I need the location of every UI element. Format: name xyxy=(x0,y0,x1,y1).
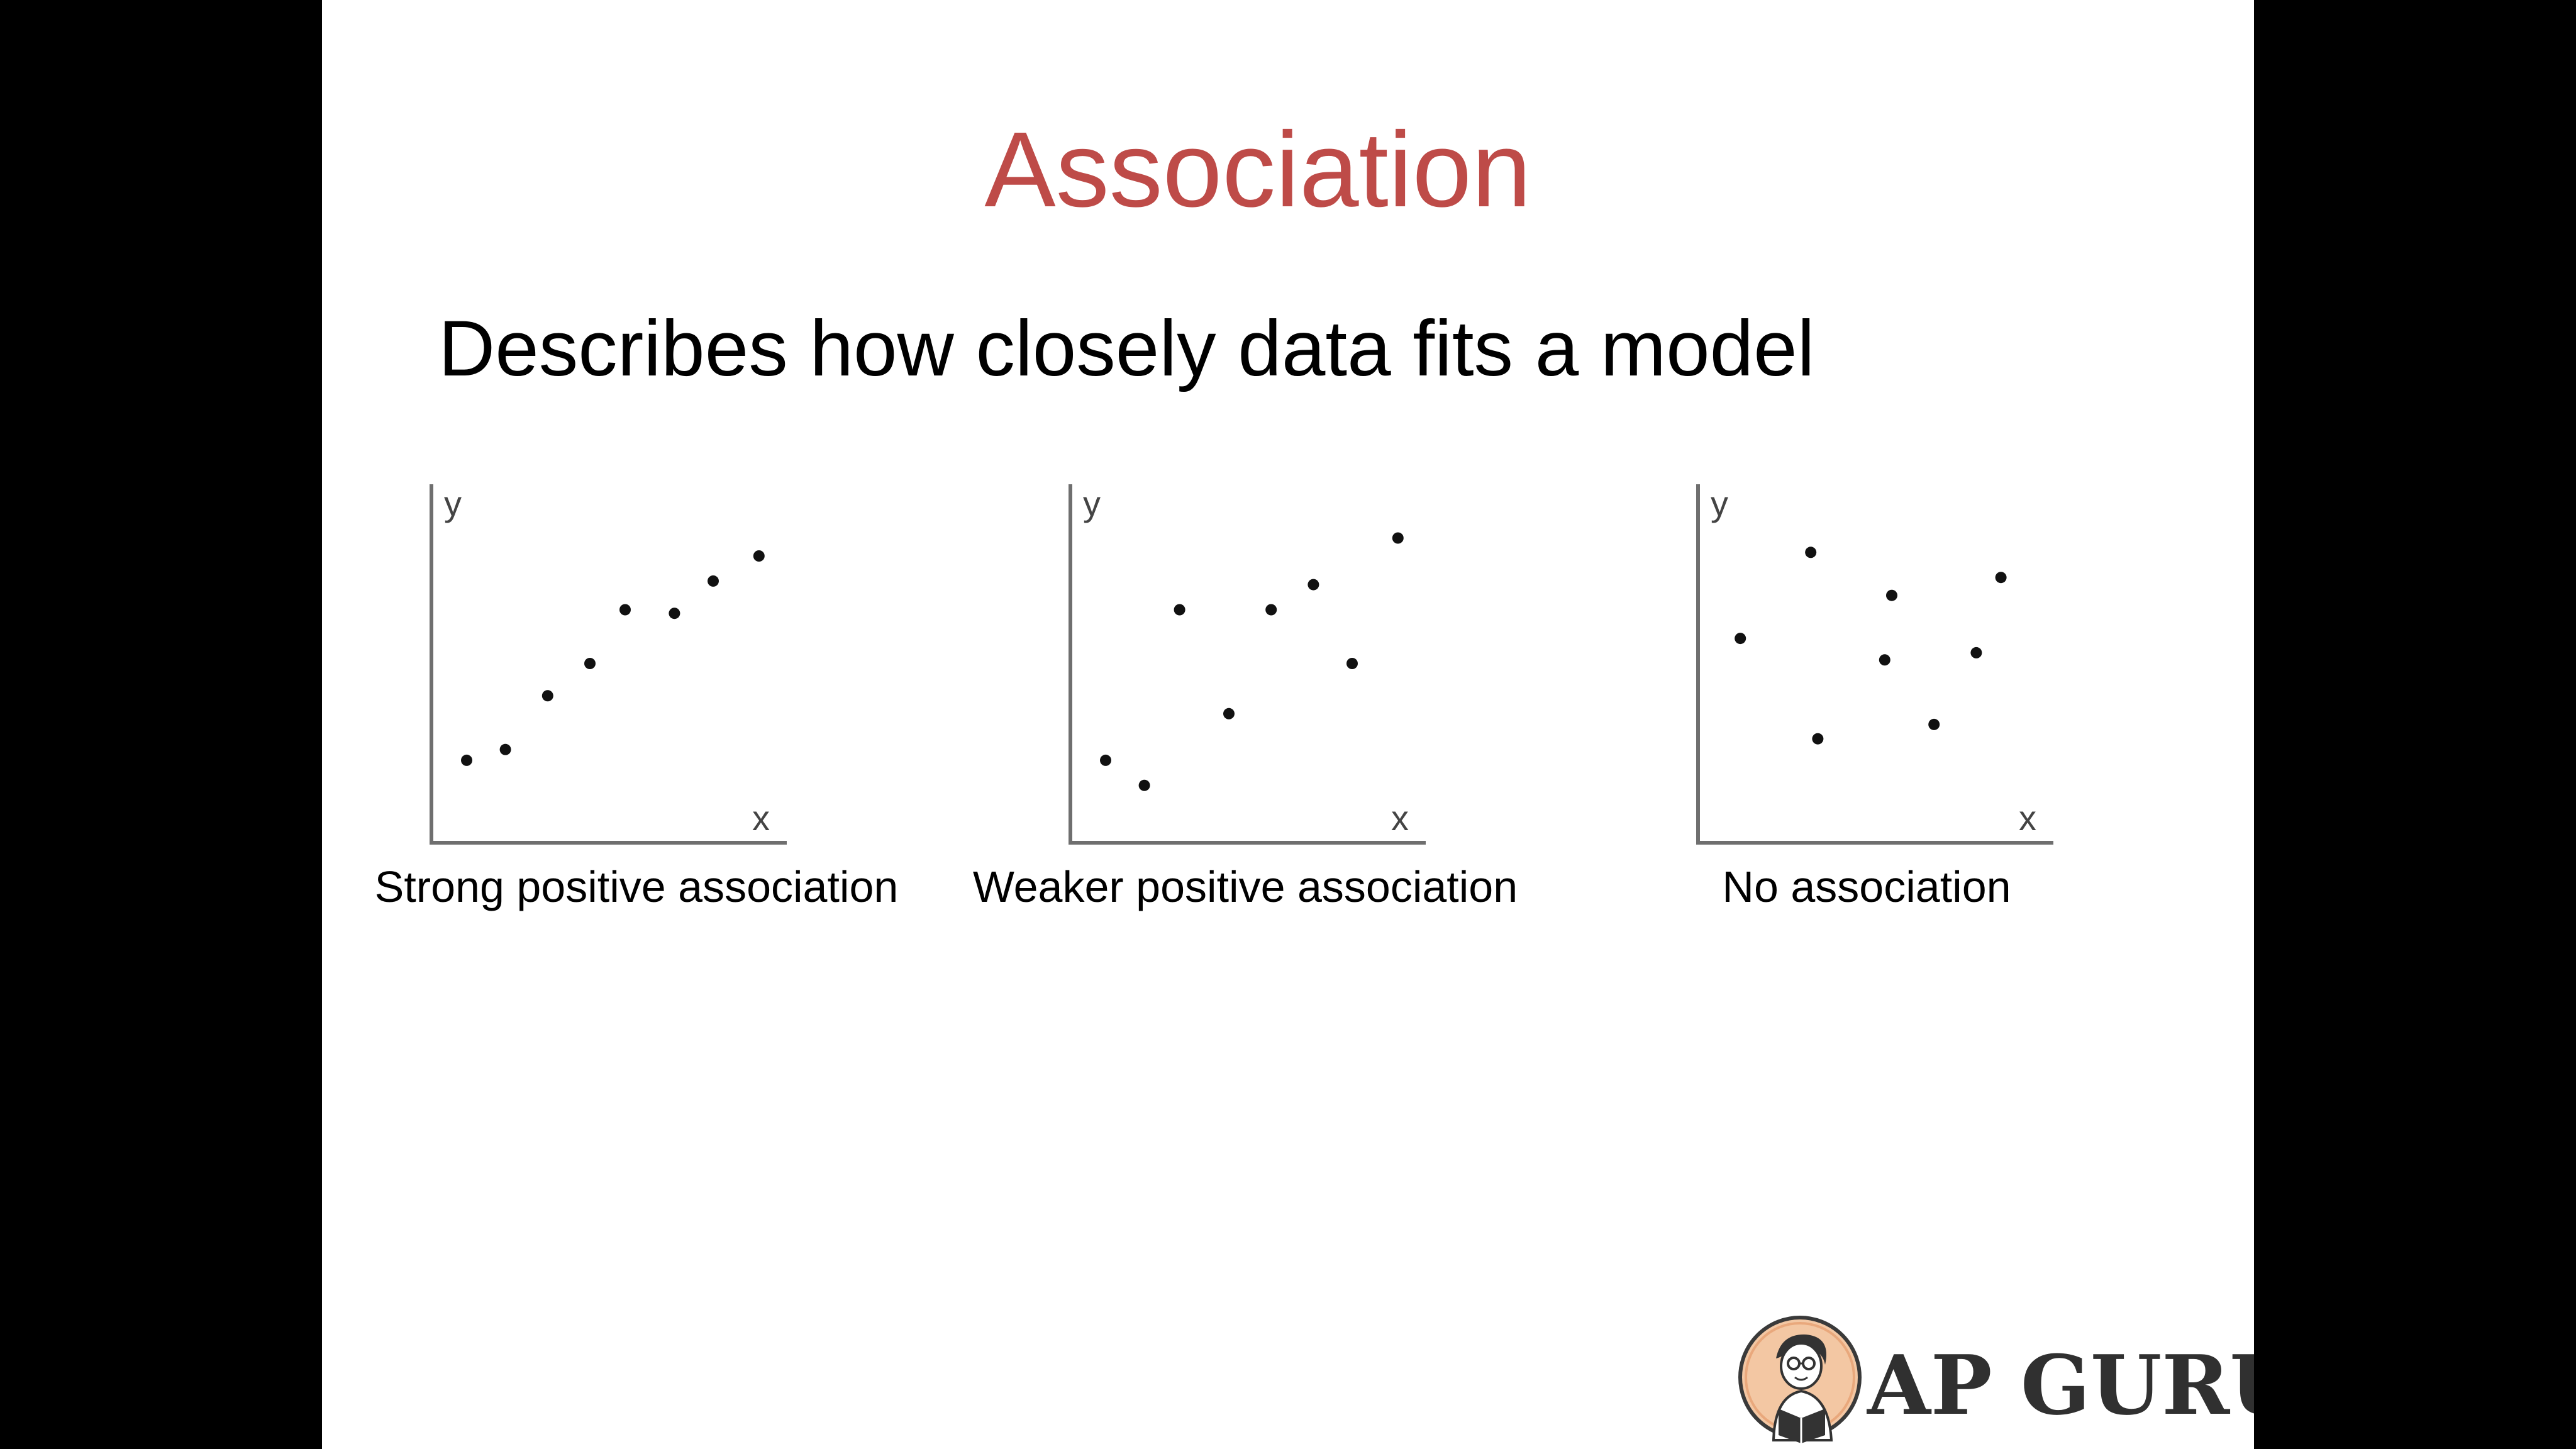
data-point-4 xyxy=(1223,708,1235,719)
x-axis-label: x xyxy=(1391,798,1409,838)
caption-none: No association xyxy=(1722,862,2011,911)
logo-text: AP GURU xyxy=(1867,1337,2254,1433)
data-point-1 xyxy=(461,754,472,766)
data-point-2 xyxy=(1138,779,1150,791)
data-point-4 xyxy=(584,658,596,669)
ap-guru-logo: AP GURU xyxy=(1724,1308,2254,1449)
y-axis-label: y xyxy=(1083,484,1101,523)
data-point-3 xyxy=(1174,604,1185,616)
data-points xyxy=(1735,547,2007,745)
data-point-3 xyxy=(541,690,553,702)
data-point-7 xyxy=(1346,658,1358,669)
data-point-5 xyxy=(619,604,631,616)
data-point-6 xyxy=(1307,579,1319,591)
data-point-5 xyxy=(1886,589,1897,601)
data-point-4 xyxy=(1879,654,1890,666)
slide-subtitle: Describes how closely data fits a model xyxy=(438,305,1815,392)
data-point-3 xyxy=(1812,733,1824,745)
data-point-1 xyxy=(1735,633,1746,645)
data-point-8 xyxy=(1392,532,1404,544)
data-point-2 xyxy=(1805,547,1817,558)
x-axis-label: x xyxy=(2019,798,2036,838)
data-point-5 xyxy=(1265,604,1277,616)
y-axis-label: y xyxy=(444,484,462,523)
slide-title: Association xyxy=(984,110,1531,230)
guru-mascot-icon xyxy=(1738,1316,1862,1443)
data-points xyxy=(461,550,765,766)
y-axis-label: y xyxy=(1711,484,1728,523)
slide: Association Describes how closely data f… xyxy=(322,0,2254,1449)
data-point-2 xyxy=(499,743,511,755)
data-point-8 xyxy=(753,550,765,562)
x-axis-label: x xyxy=(752,798,770,838)
data-point-6 xyxy=(1928,718,1940,730)
caption-weaker: Weaker positive association xyxy=(972,862,1518,911)
data-point-8 xyxy=(1995,572,2007,584)
caption-strong: Strong positive association xyxy=(374,862,899,911)
data-point-7 xyxy=(708,575,719,587)
scatter-plot-none: y x xyxy=(1696,484,2053,845)
data-point-7 xyxy=(1970,647,1982,658)
data-points xyxy=(1100,532,1404,791)
data-point-1 xyxy=(1100,754,1111,766)
scatter-plot-weaker: y x xyxy=(1069,484,1426,845)
data-point-6 xyxy=(669,608,680,619)
scatter-plot-strong: y x xyxy=(430,484,787,845)
